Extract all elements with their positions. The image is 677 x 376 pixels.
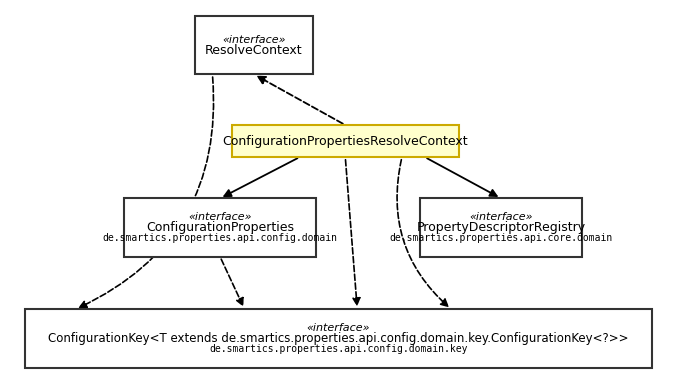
Text: de.smartics.properties.api.config.domain: de.smartics.properties.api.config.domain	[102, 233, 338, 243]
Text: de.smartics.properties.api.core.domain: de.smartics.properties.api.core.domain	[389, 233, 613, 243]
Text: «interface»: «interface»	[188, 212, 252, 222]
Bar	[195, 16, 313, 74]
Text: ResolveContext: ResolveContext	[205, 44, 303, 57]
Bar	[232, 125, 459, 157]
Text: «interface»: «interface»	[469, 212, 533, 222]
Bar	[420, 199, 582, 256]
Text: PropertyDescriptorRegistry: PropertyDescriptorRegistry	[416, 221, 586, 234]
Bar	[25, 309, 651, 368]
Text: ConfigurationProperties: ConfigurationProperties	[146, 221, 294, 234]
Text: ConfigurationPropertiesResolveContext: ConfigurationPropertiesResolveContext	[223, 135, 468, 147]
Text: «interface»: «interface»	[222, 35, 286, 45]
Text: «interface»: «interface»	[307, 323, 370, 333]
Text: ConfigurationKey<T extends de.smartics.properties.api.config.domain.key.Configur: ConfigurationKey<T extends de.smartics.p…	[48, 332, 629, 345]
Bar	[124, 199, 317, 256]
Text: de.smartics.properties.api.config.domain.key: de.smartics.properties.api.config.domain…	[209, 344, 468, 354]
